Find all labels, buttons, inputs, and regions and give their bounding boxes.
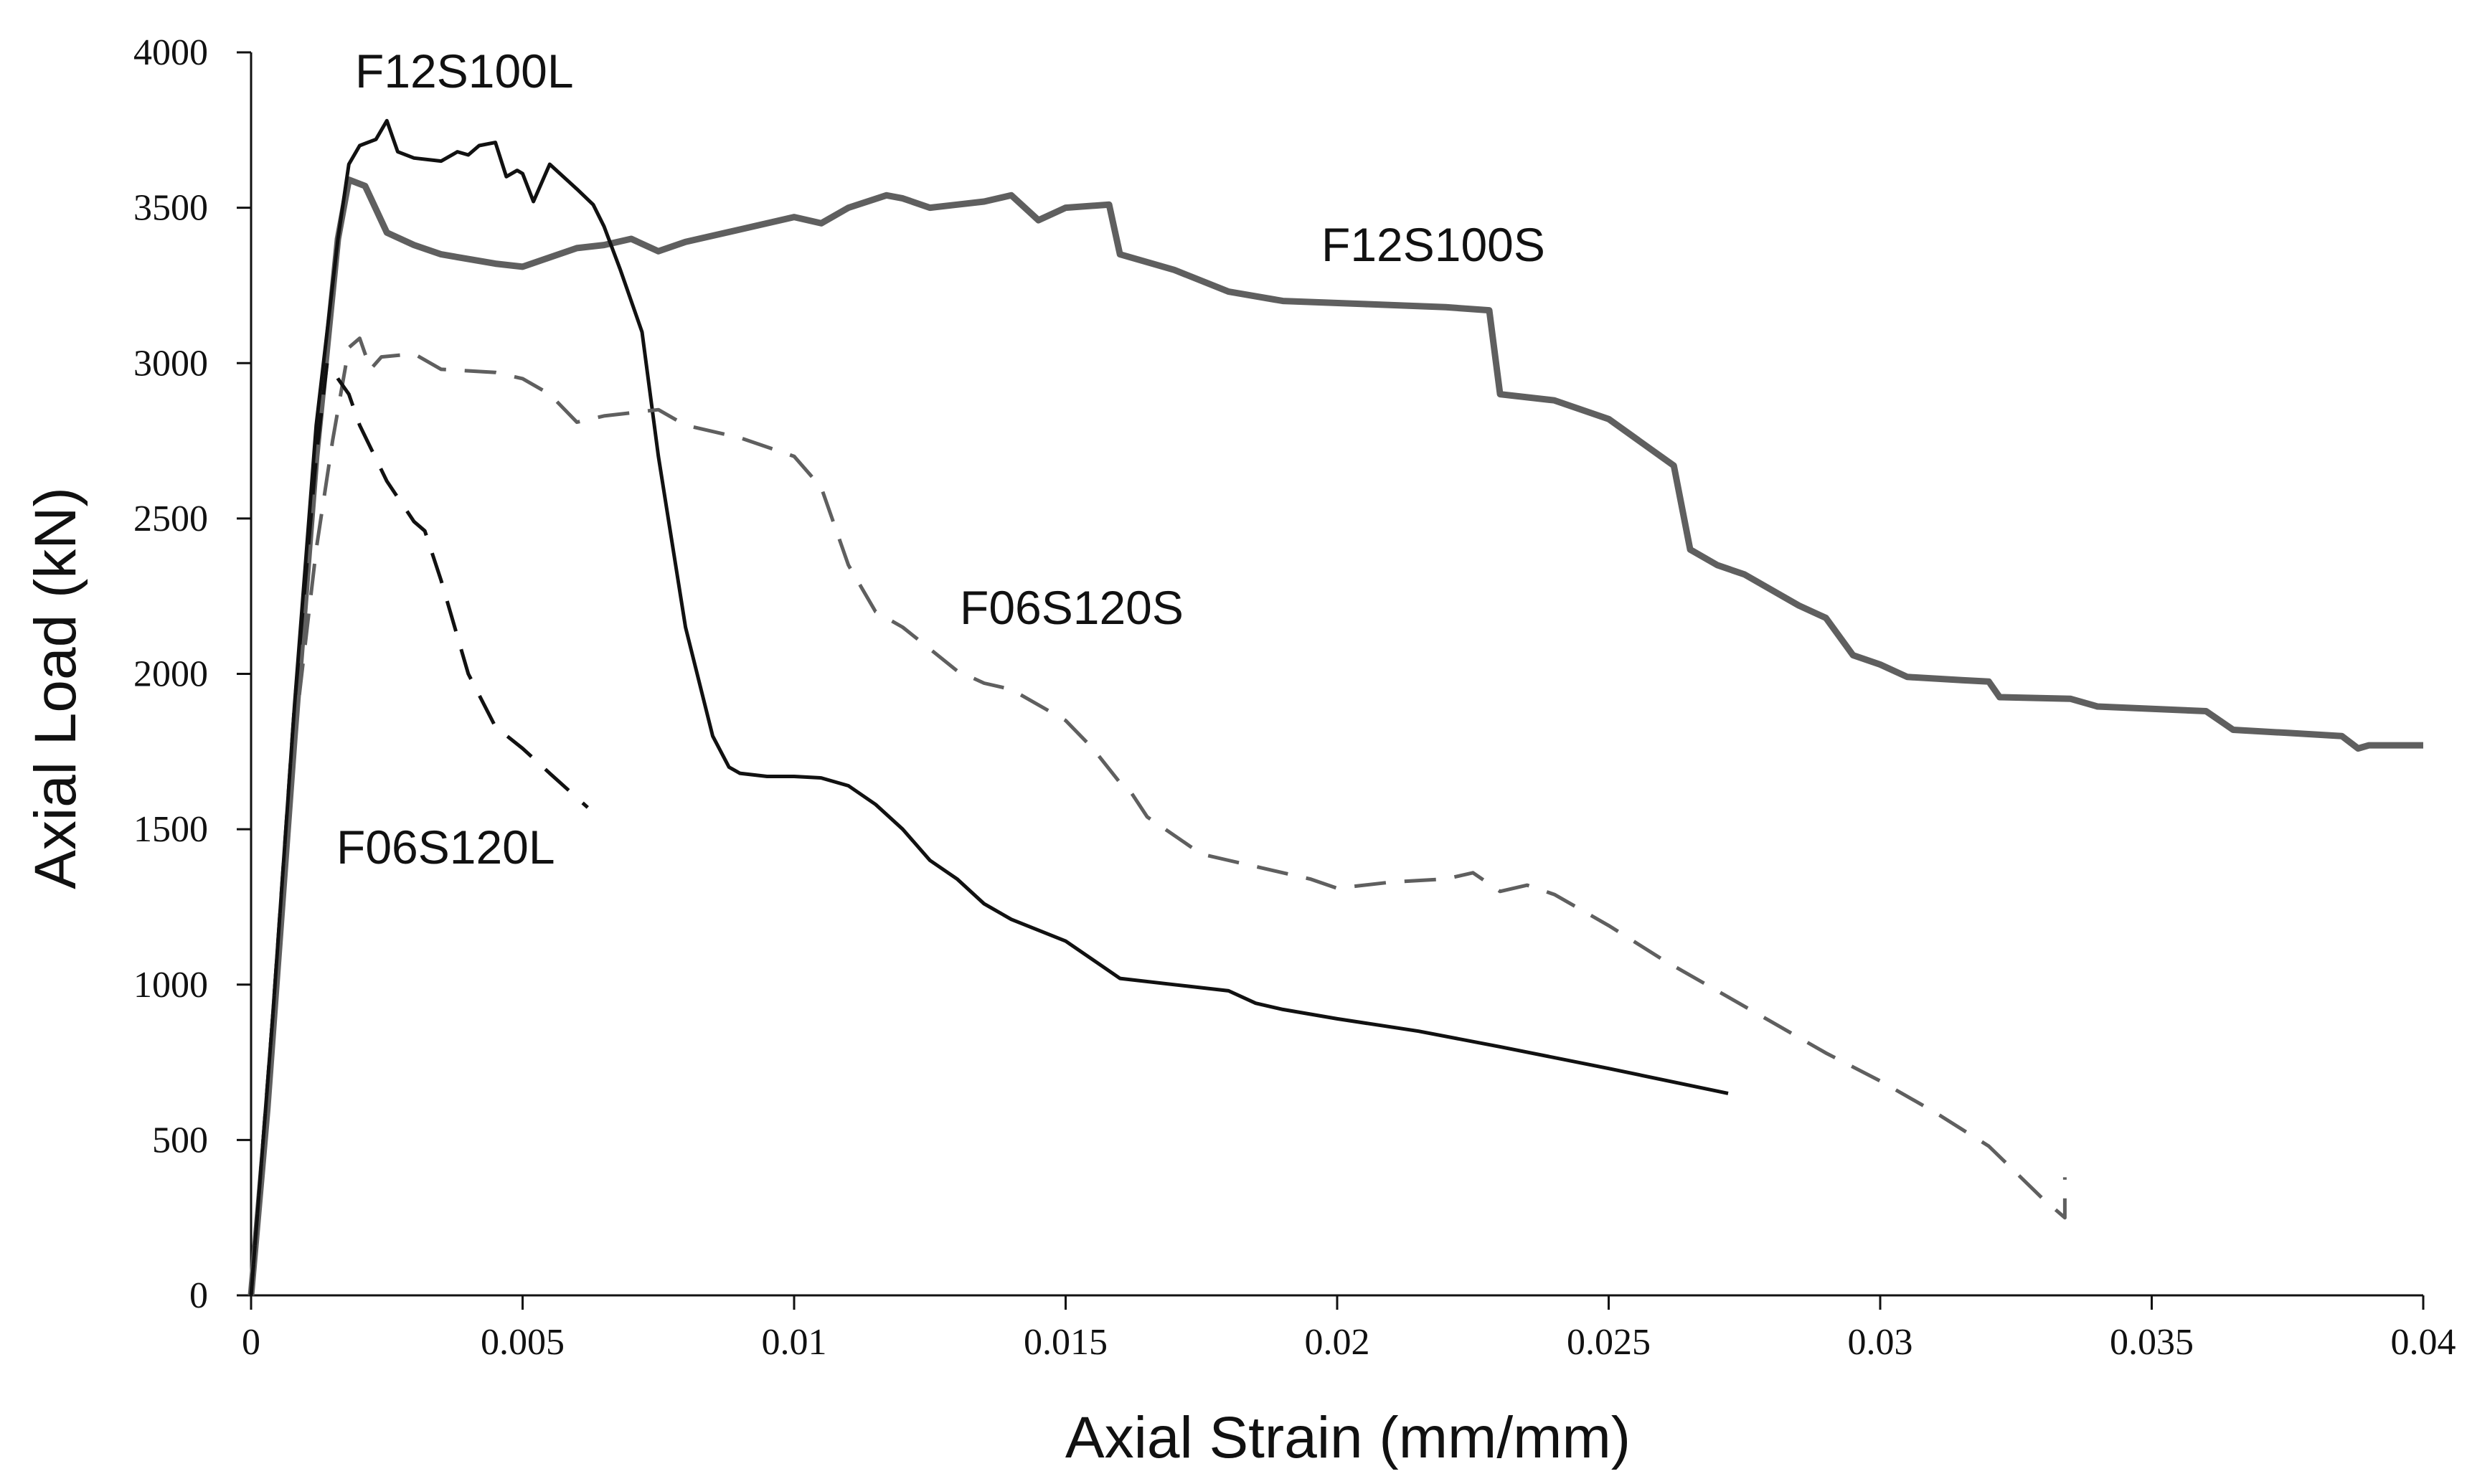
y-tick-label: 500 — [152, 1120, 208, 1161]
series-label-f06s120l: F06S120L — [336, 821, 555, 874]
x-tick-label: 0.025 — [1567, 1322, 1651, 1363]
x-axis-title: Axial Strain (mm/mm) — [1065, 1405, 1631, 1470]
series-line-f12s100s — [247, 176, 2423, 1296]
x-tick-label: 0.04 — [2391, 1322, 2456, 1363]
y-axis-title: Axial Load (kN) — [23, 487, 88, 889]
series-label-f12s100s: F12S100S — [1321, 218, 1545, 271]
y-tick-label: 1500 — [133, 809, 208, 850]
x-tick-label: 0.03 — [1848, 1322, 1913, 1363]
series-line-f06s120s — [249, 336, 2067, 1296]
x-tick-label: 0.005 — [481, 1322, 565, 1363]
y-tick-label: 3000 — [133, 343, 208, 384]
y-tick-label: 2000 — [133, 654, 208, 695]
x-tick-label: 0.02 — [1305, 1322, 1370, 1363]
series-line-f12s100l — [249, 118, 1729, 1296]
y-tick-label: 3500 — [133, 188, 208, 229]
x-tick-label: 0.035 — [2110, 1322, 2194, 1363]
series-label-f12s100l: F12S100L — [355, 44, 574, 98]
y-tick-label: 0 — [189, 1275, 208, 1316]
series-label-f06s120s: F06S120S — [960, 581, 1184, 634]
y-tick-label: 1000 — [133, 965, 208, 1006]
x-tick-label: 0 — [242, 1322, 260, 1363]
x-tick-label: 0.01 — [762, 1322, 827, 1363]
x-tick-label: 0.015 — [1024, 1322, 1108, 1363]
y-tick-label: 4000 — [133, 32, 208, 73]
y-tick-label: 2500 — [133, 498, 208, 539]
